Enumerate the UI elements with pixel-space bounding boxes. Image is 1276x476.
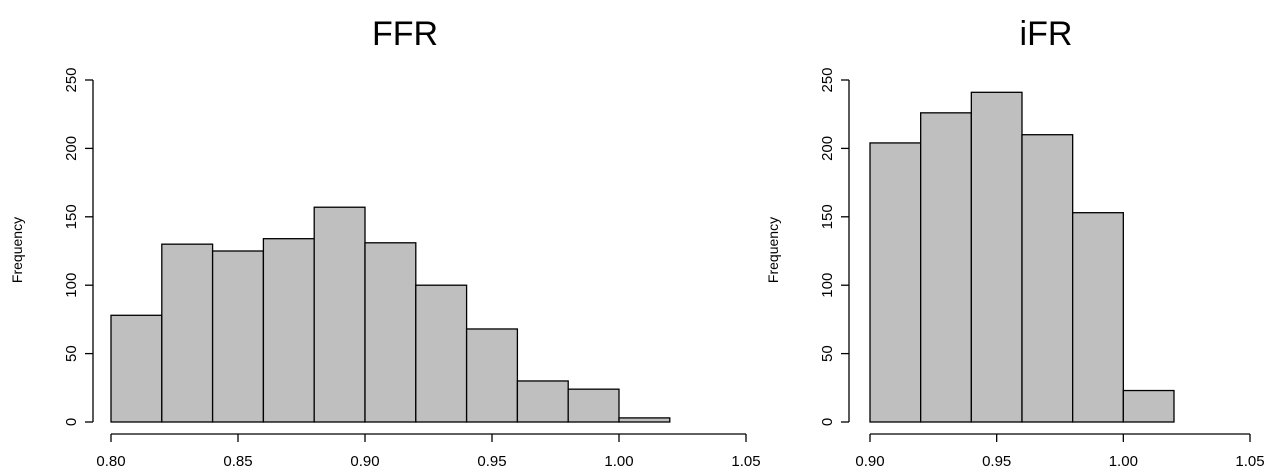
ifr-y-axis-label: Frequency <box>765 217 781 283</box>
ifr-bar <box>1072 212 1124 423</box>
ffr-y-tick-label: 200 <box>63 136 80 161</box>
ffr-x-tick-label: 1.00 <box>604 453 633 470</box>
ifr-x-tick-label: 1.05 <box>1235 453 1264 470</box>
ffr-x-tick-label: 0.90 <box>350 453 379 470</box>
ifr-bar <box>920 112 972 423</box>
ffr-bar <box>364 242 417 423</box>
ffr-bar <box>415 284 468 423</box>
ffr-bar <box>465 328 519 423</box>
ifr-bar <box>1122 389 1175 423</box>
ifr-bar <box>970 91 1023 423</box>
ffr-y-tick-label: 150 <box>63 204 80 229</box>
ffr-chart-title: FFR <box>372 15 438 53</box>
ifr-bar <box>869 142 922 423</box>
ffr-y-tick-label: 0 <box>63 418 80 426</box>
ffr-histogram-panel: FFR Frequency 0.80 0.85 0.90 0.95 1.00 1.05 0 5… <box>9 15 761 470</box>
ifr-y-tick-label: 50 <box>819 345 836 362</box>
ffr-bar <box>516 380 569 423</box>
ffr-bar <box>567 388 620 423</box>
ffr-y-axis-label: Frequency <box>9 217 25 283</box>
ifr-chart-title: iFR <box>1020 15 1073 53</box>
ffr-x-tick-label: 0.95 <box>477 453 506 470</box>
ffr-bar <box>262 238 315 423</box>
ffr-bar <box>161 243 214 423</box>
ifr-y-tick-label: 150 <box>819 204 836 229</box>
ifr-bar <box>1021 134 1074 423</box>
ffr-bar <box>313 206 366 423</box>
ffr-y-tick-label: 50 <box>63 345 80 362</box>
ffr-x-tick-label: 0.80 <box>96 453 125 470</box>
ifr-histogram-panel: iFR Frequency 0.90 0.95 1.00 1.05 0 50 100 150 2… <box>765 15 1265 470</box>
ifr-x-tick-label: 0.95 <box>982 453 1011 470</box>
ffr-bar <box>211 250 265 423</box>
ifr-y-tick-label: 100 <box>819 273 836 298</box>
ifr-x-tick-label: 1.00 <box>1109 453 1138 470</box>
ffr-bar <box>110 314 163 423</box>
ffr-y-tick-label: 100 <box>63 273 80 298</box>
ifr-y-tick-label: 0 <box>819 418 836 426</box>
ffr-bar <box>618 417 671 423</box>
ifr-y-tick-label: 250 <box>819 67 836 92</box>
ifr-y-tick-label: 200 <box>819 136 836 161</box>
ffr-x-tick-label: 1.05 <box>731 453 760 470</box>
ffr-x-tick-label: 0.85 <box>223 453 252 470</box>
ifr-x-tick-label: 0.90 <box>855 453 884 470</box>
ffr-y-tick-label: 250 <box>63 67 80 92</box>
